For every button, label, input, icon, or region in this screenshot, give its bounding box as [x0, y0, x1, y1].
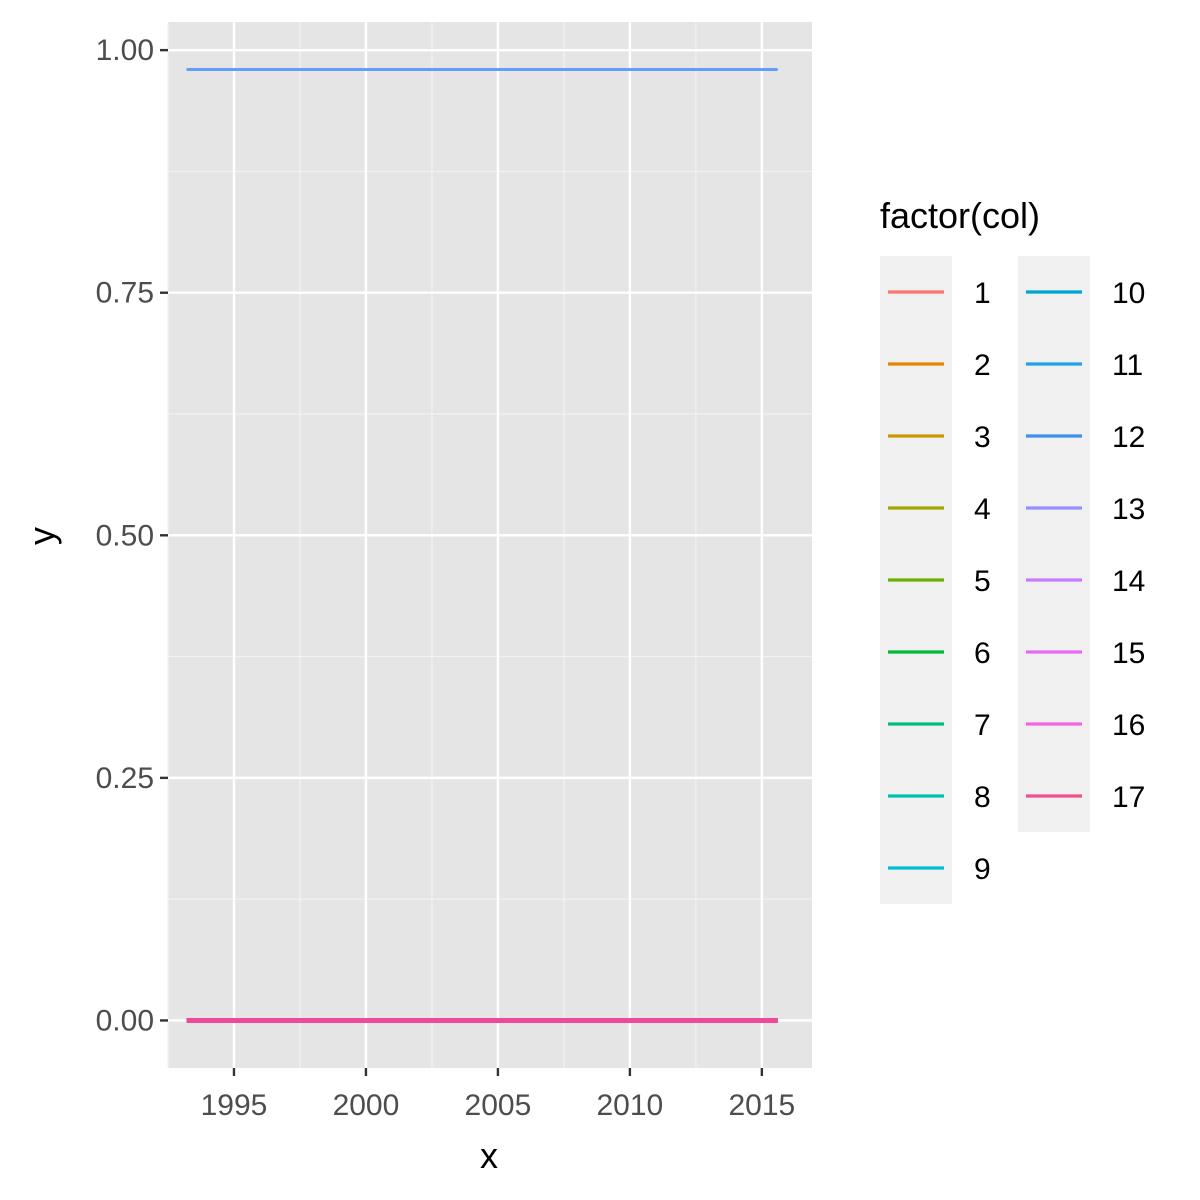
y-tick-label: 0.75 [96, 277, 154, 310]
legend-label-7: 7 [974, 709, 991, 742]
legend-label-2: 2 [974, 349, 991, 382]
legend-label-13: 13 [1112, 493, 1145, 526]
y-tick-label: 0.00 [96, 1004, 154, 1037]
x-axis: 1995 2000 2005 2010 2015 [201, 1068, 795, 1122]
legend-label-4: 4 [974, 493, 991, 526]
legend-label-10: 10 [1112, 277, 1145, 310]
x-tick-label: 2010 [597, 1089, 664, 1122]
legend-label-8: 8 [974, 781, 991, 814]
x-tick-label: 2015 [728, 1089, 795, 1122]
legend-label-1: 1 [974, 277, 991, 310]
legend-title: factor(col) [880, 195, 1040, 236]
y-axis-title: y [21, 527, 62, 545]
legend-label-12: 12 [1112, 421, 1145, 454]
x-tick-label: 2005 [465, 1089, 532, 1122]
minor-gridlines [167, 22, 812, 1068]
legend-label-11: 11 [1112, 349, 1143, 382]
y-tick-label: 1.00 [96, 34, 154, 67]
legend-label-14: 14 [1112, 565, 1145, 598]
x-axis-title: x [480, 1135, 498, 1176]
legend-label-17: 17 [1112, 781, 1145, 814]
series-lines [186, 68, 778, 1023]
y-axis: 0.00 0.25 0.50 0.75 1.00 [96, 34, 168, 1037]
legend-label-5: 5 [974, 565, 991, 598]
legend-key-background [1018, 256, 1090, 832]
x-tick-label: 1995 [201, 1089, 268, 1122]
x-tick-label: 2000 [333, 1089, 400, 1122]
legend-label-15: 15 [1112, 637, 1145, 670]
legend-label-16: 16 [1112, 709, 1145, 742]
y-tick-label: 0.25 [96, 762, 154, 795]
legend-label-9: 9 [974, 853, 991, 886]
major-gridlines [168, 22, 812, 1068]
plot-panel [168, 22, 812, 1068]
legend-label-3: 3 [974, 421, 991, 454]
y-tick-label: 0.50 [96, 519, 154, 552]
legend-label-6: 6 [974, 637, 991, 670]
